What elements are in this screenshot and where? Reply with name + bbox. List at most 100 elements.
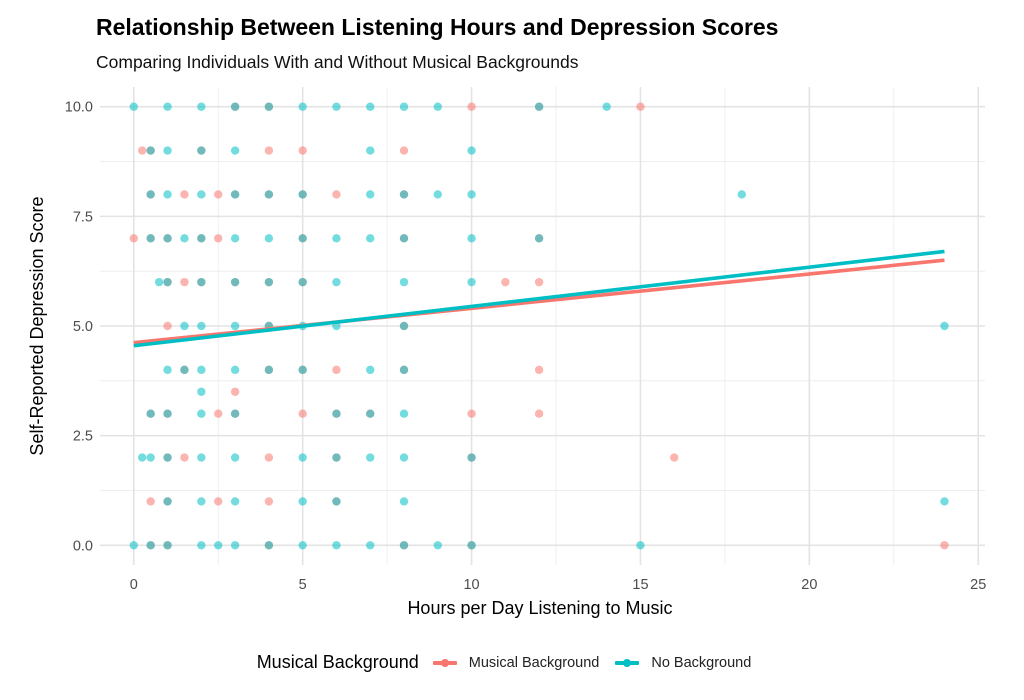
point-no-background xyxy=(467,277,476,287)
x-tick-label: 5 xyxy=(299,577,307,593)
point-no-background xyxy=(180,234,189,243)
point-no-background xyxy=(230,409,240,418)
point-no-background xyxy=(366,234,375,243)
point-no-background xyxy=(433,541,442,550)
point-no-background xyxy=(399,277,409,287)
x-axis-ticks: 0 5 10 15 20 25 xyxy=(130,577,987,593)
point-no-background xyxy=(264,234,274,243)
point-no-background xyxy=(298,365,307,375)
point-musical-background xyxy=(264,497,274,506)
point-musical-background xyxy=(940,541,949,550)
point-no-background xyxy=(332,541,341,550)
point-musical-background xyxy=(636,102,645,111)
point-musical-background xyxy=(180,277,189,287)
chart-title: Relationship Between Listening Hours and… xyxy=(96,14,779,40)
legend-item-no-background[interactable]: No Background xyxy=(615,655,751,671)
point-no-background xyxy=(467,541,476,550)
point-no-background xyxy=(230,541,240,550)
y-tick-label: 2.5 xyxy=(73,429,93,445)
point-no-background xyxy=(146,234,155,243)
point-no-background xyxy=(332,453,341,462)
point-no-background xyxy=(366,190,375,199)
point-no-background xyxy=(197,190,206,199)
point-no-background xyxy=(154,277,164,287)
point-no-background xyxy=(940,321,949,331)
x-tick-label: 10 xyxy=(463,577,479,593)
point-musical-background xyxy=(214,234,223,243)
point-musical-background xyxy=(298,409,307,418)
y-tick-label: 0.0 xyxy=(73,538,93,554)
x-tick-label: 0 xyxy=(130,577,138,593)
trend-line-no-background xyxy=(133,249,945,348)
point-no-background xyxy=(399,102,409,111)
point-no-background xyxy=(214,541,223,550)
point-musical-background xyxy=(214,497,223,506)
point-no-background xyxy=(230,497,240,506)
point-no-background xyxy=(146,409,155,418)
point-no-background xyxy=(230,190,240,199)
point-no-background xyxy=(366,541,375,550)
point-no-background xyxy=(163,234,172,243)
point-no-background xyxy=(230,365,240,375)
legend-label: No Background xyxy=(651,654,752,671)
legend-point-swatch xyxy=(623,658,632,667)
point-no-background xyxy=(399,497,409,506)
point-no-background xyxy=(129,102,138,111)
point-no-background xyxy=(163,102,172,111)
point-no-background xyxy=(197,277,206,287)
point-no-background xyxy=(534,234,544,243)
x-tick-label: 25 xyxy=(970,577,986,593)
point-no-background xyxy=(467,190,476,199)
point-no-background xyxy=(230,453,240,462)
point-no-background xyxy=(180,321,189,331)
point-no-background xyxy=(146,190,155,199)
point-no-background xyxy=(332,102,341,111)
legend-label: Musical Background xyxy=(468,654,600,671)
point-no-background xyxy=(366,365,375,375)
point-musical-background xyxy=(670,453,679,462)
point-no-background xyxy=(399,409,409,418)
point-no-background xyxy=(197,541,206,550)
y-tick-label: 7.5 xyxy=(73,209,93,225)
point-no-background xyxy=(163,365,172,375)
point-no-background xyxy=(298,497,307,506)
point-no-background xyxy=(298,190,307,199)
point-musical-background xyxy=(399,146,409,155)
point-no-background xyxy=(146,453,155,462)
point-no-background xyxy=(366,409,375,418)
point-no-background xyxy=(197,497,206,506)
point-no-background xyxy=(636,541,645,550)
point-musical-background xyxy=(214,409,223,418)
y-axis-ticks: 0.0 2.5 5.0 7.5 10.0 xyxy=(65,100,93,555)
legend-item-musical-background[interactable]: Musical Background xyxy=(432,654,600,671)
point-no-background xyxy=(940,497,949,506)
legend-point-swatch xyxy=(440,658,449,667)
point-no-background xyxy=(230,102,240,111)
point-no-background xyxy=(230,146,240,155)
y-tick-label: 5.0 xyxy=(73,319,93,335)
point-no-background xyxy=(138,453,147,462)
point-no-background xyxy=(264,190,274,199)
point-no-background xyxy=(163,146,172,155)
point-no-background xyxy=(467,234,476,243)
point-no-background xyxy=(163,453,172,462)
point-musical-background xyxy=(534,409,544,418)
point-no-background xyxy=(399,321,409,331)
point-no-background xyxy=(467,146,476,155)
point-no-background xyxy=(737,190,746,199)
point-no-background xyxy=(163,409,172,418)
point-no-background xyxy=(230,234,240,243)
point-no-background xyxy=(332,277,341,287)
point-no-background xyxy=(332,497,341,506)
point-no-background xyxy=(399,234,409,243)
point-no-background xyxy=(298,277,307,287)
point-musical-background xyxy=(214,190,223,199)
point-no-background xyxy=(399,453,409,462)
point-no-background xyxy=(230,277,240,287)
point-no-background xyxy=(197,365,206,375)
point-musical-background xyxy=(180,453,189,462)
point-no-background xyxy=(433,190,442,199)
point-no-background xyxy=(399,365,409,375)
point-no-background xyxy=(163,497,172,506)
point-no-background xyxy=(399,541,409,550)
